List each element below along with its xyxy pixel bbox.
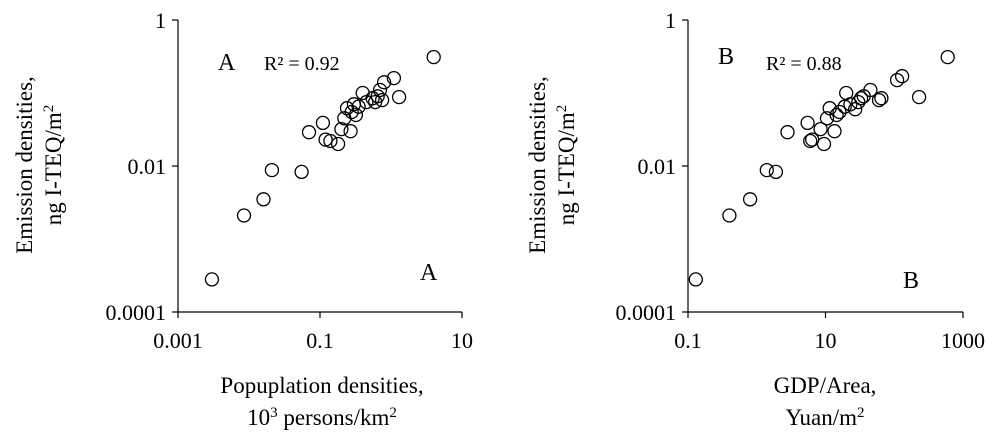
- panel-a-data-point: [323, 133, 338, 149]
- panel-a-label-top: A: [218, 50, 236, 76]
- panel-b-ylabel-line2: ng I-TEQ/m2: [554, 105, 579, 226]
- panel-a-data-point: [376, 75, 392, 90]
- panel-b-data-point: [911, 89, 927, 105]
- panel-a-ylabel-line2: ng I-TEQ/m2: [41, 105, 66, 226]
- panel-b-data-point: [819, 111, 835, 126]
- panel-b-xlabel-line1: GDP/Area,: [774, 373, 877, 398]
- panel-b-data-point: [813, 121, 828, 137]
- panel-b-data-point: [800, 115, 815, 131]
- panel-b-data-point: [742, 192, 758, 207]
- panel-a-x-tick-label: 0.001: [153, 328, 203, 353]
- panel-a-y-tick-label: 0.01: [128, 154, 167, 179]
- panel-b-data-point: [780, 125, 795, 140]
- panel-a-data-point: [370, 89, 385, 104]
- panel-a-y-tick-label: 1: [155, 8, 166, 33]
- panel-b-data-point: [843, 97, 858, 112]
- panel-a-data-point: [351, 99, 366, 114]
- panel-b-x-tick-label: 0.1: [674, 328, 702, 353]
- panel-a-data-point: [348, 107, 364, 123]
- panel-a-data-point: [374, 92, 390, 108]
- panel-b-label-bottom: B: [903, 268, 919, 294]
- panel-b-data-point: [759, 162, 774, 178]
- panel-b-data-point: [889, 72, 905, 88]
- panel-b-xlabel-line2: Yuan/m2: [785, 405, 864, 430]
- panel-b-x-tick-label: 10: [815, 328, 837, 353]
- panel-b-data-point: [874, 91, 889, 106]
- panel-a-y-tick-label: 0.0001: [106, 300, 167, 325]
- panel-b-data-point: [722, 208, 737, 223]
- panel-b-x-tick-label: 1000: [941, 328, 985, 353]
- panel-b-data-point: [803, 133, 818, 149]
- panel-a-xlabel-line2: 103 persons/km2: [247, 405, 397, 430]
- panel-b-data-point: [894, 69, 910, 84]
- panel-b-data-point: [832, 104, 847, 120]
- panel-b-data-point: [827, 124, 842, 139]
- panel-a-r2: R² = 0.92: [264, 53, 340, 75]
- panel-b-ylabel-line1: Emission densities,: [525, 76, 550, 254]
- panel-a-xlabel-line1: Popuplation densities,: [220, 373, 423, 398]
- panel-a-data-point: [264, 162, 280, 178]
- panel-a-data-point: [236, 208, 252, 223]
- panel-a-data-point: [204, 272, 220, 287]
- panel-a-data-point: [294, 164, 309, 180]
- panel-a-data-point: [256, 192, 271, 207]
- panel-a-ylabel-line1: Emission densities,: [12, 76, 37, 254]
- panel-b-data-point: [940, 49, 955, 65]
- panel-a-x-tick-label: 10: [451, 328, 473, 353]
- panel-b-label-top: B: [718, 44, 734, 70]
- panel-a-data-point: [339, 101, 355, 116]
- panel-b-data-point: [863, 82, 878, 98]
- panel-a-x-tick-label: 0.1: [306, 328, 334, 353]
- panel-b-r2: R² = 0.88: [766, 53, 842, 75]
- panel-b-data-point: [848, 102, 863, 117]
- panel-a-data-point: [315, 115, 331, 131]
- panel-a: Emission densities, ng I-TEQ/m2 Popuplat…: [12, 8, 473, 430]
- panel-b-data-point: [816, 136, 832, 152]
- panel-a-data-point: [343, 124, 358, 139]
- panel-b-data-point: [853, 91, 869, 106]
- panel-a-data-point: [330, 136, 346, 152]
- panel-a-label-bottom: A: [420, 260, 438, 286]
- panel-a-data-point: [391, 89, 407, 105]
- panel-a-data-point: [386, 70, 402, 86]
- panel-a-data-point: [426, 49, 441, 65]
- panel-b-data-point: [688, 272, 703, 287]
- panel-a-data-point: [301, 125, 317, 140]
- panel-b-y-tick-label: 1: [665, 8, 676, 33]
- panel-b-y-tick-label: 0.0001: [616, 300, 677, 325]
- panel-a-data-point: [334, 121, 349, 137]
- panel-a-data-point: [372, 82, 388, 98]
- panel-b-y-tick-label: 0.01: [638, 154, 677, 179]
- panel-b-data-point: [829, 107, 844, 123]
- panel-b: Emission densities, ng I-TEQ/m2 GDP/Area…: [525, 8, 985, 430]
- panel-b-data-point: [768, 164, 784, 180]
- panel-b-data-point: [871, 92, 887, 108]
